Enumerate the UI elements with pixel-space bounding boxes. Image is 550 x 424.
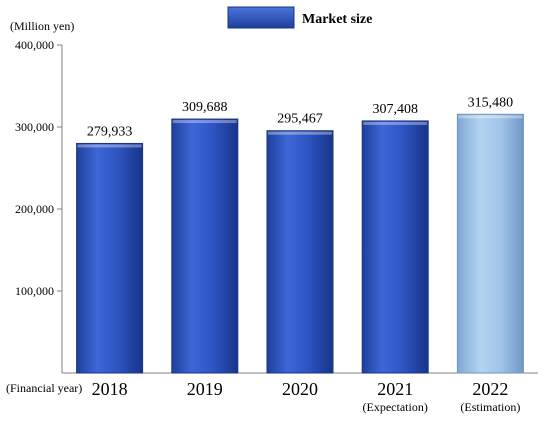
y-tick-label: 300,000 xyxy=(15,120,54,134)
bar-2018 xyxy=(76,142,144,374)
bar-highlight-2021 xyxy=(363,121,428,125)
x-tick-label-2019: 2019 xyxy=(187,379,223,399)
data-label-2020: 295,467 xyxy=(277,112,323,127)
bar-2021 xyxy=(361,120,429,374)
legend-label: Market size xyxy=(302,12,372,27)
y-unit-label: (Million yen) xyxy=(10,19,74,33)
data-label-2022: 315,480 xyxy=(468,95,514,110)
y-tick-label: 100,000 xyxy=(15,284,54,298)
bar-highlight-2022 xyxy=(458,115,523,119)
x-tick-label-2021: 2021 xyxy=(377,379,413,399)
x-ticks: 2018 2019 2020 2021(Expectation) 2022(Estima… xyxy=(92,379,521,414)
bar-2019 xyxy=(171,118,239,374)
y-tick-label: 200,000 xyxy=(15,202,54,216)
bar-highlight-2020 xyxy=(268,131,332,135)
x-tick-label-2022: 2022 xyxy=(472,379,508,399)
bar-highlight-2019 xyxy=(172,120,237,124)
bar-2020 xyxy=(266,130,334,374)
legend-swatch xyxy=(227,6,295,29)
bar-2022 xyxy=(456,113,524,374)
x-tick-label-2018: 2018 xyxy=(92,379,128,399)
data-labels: 279,933 309,688 295,467 307,408 315,480 xyxy=(87,95,513,139)
y-tick-label: 400,000 xyxy=(15,38,54,52)
x-tick-note-2021: (Expectation) xyxy=(363,400,428,414)
y-ticks: 100,000 200,000 300,000 400,000 xyxy=(15,38,62,298)
x-tick-note-2022: (Estimation) xyxy=(460,400,520,414)
data-label-2018: 279,933 xyxy=(87,124,133,139)
x-tick-label-2020: 2020 xyxy=(282,379,318,399)
bar-highlight-2018 xyxy=(77,144,142,148)
data-label-2019: 309,688 xyxy=(182,100,228,115)
data-label-2021: 307,408 xyxy=(372,102,418,117)
bars xyxy=(76,113,524,374)
x-unit-label: (Financial year) xyxy=(6,381,82,395)
